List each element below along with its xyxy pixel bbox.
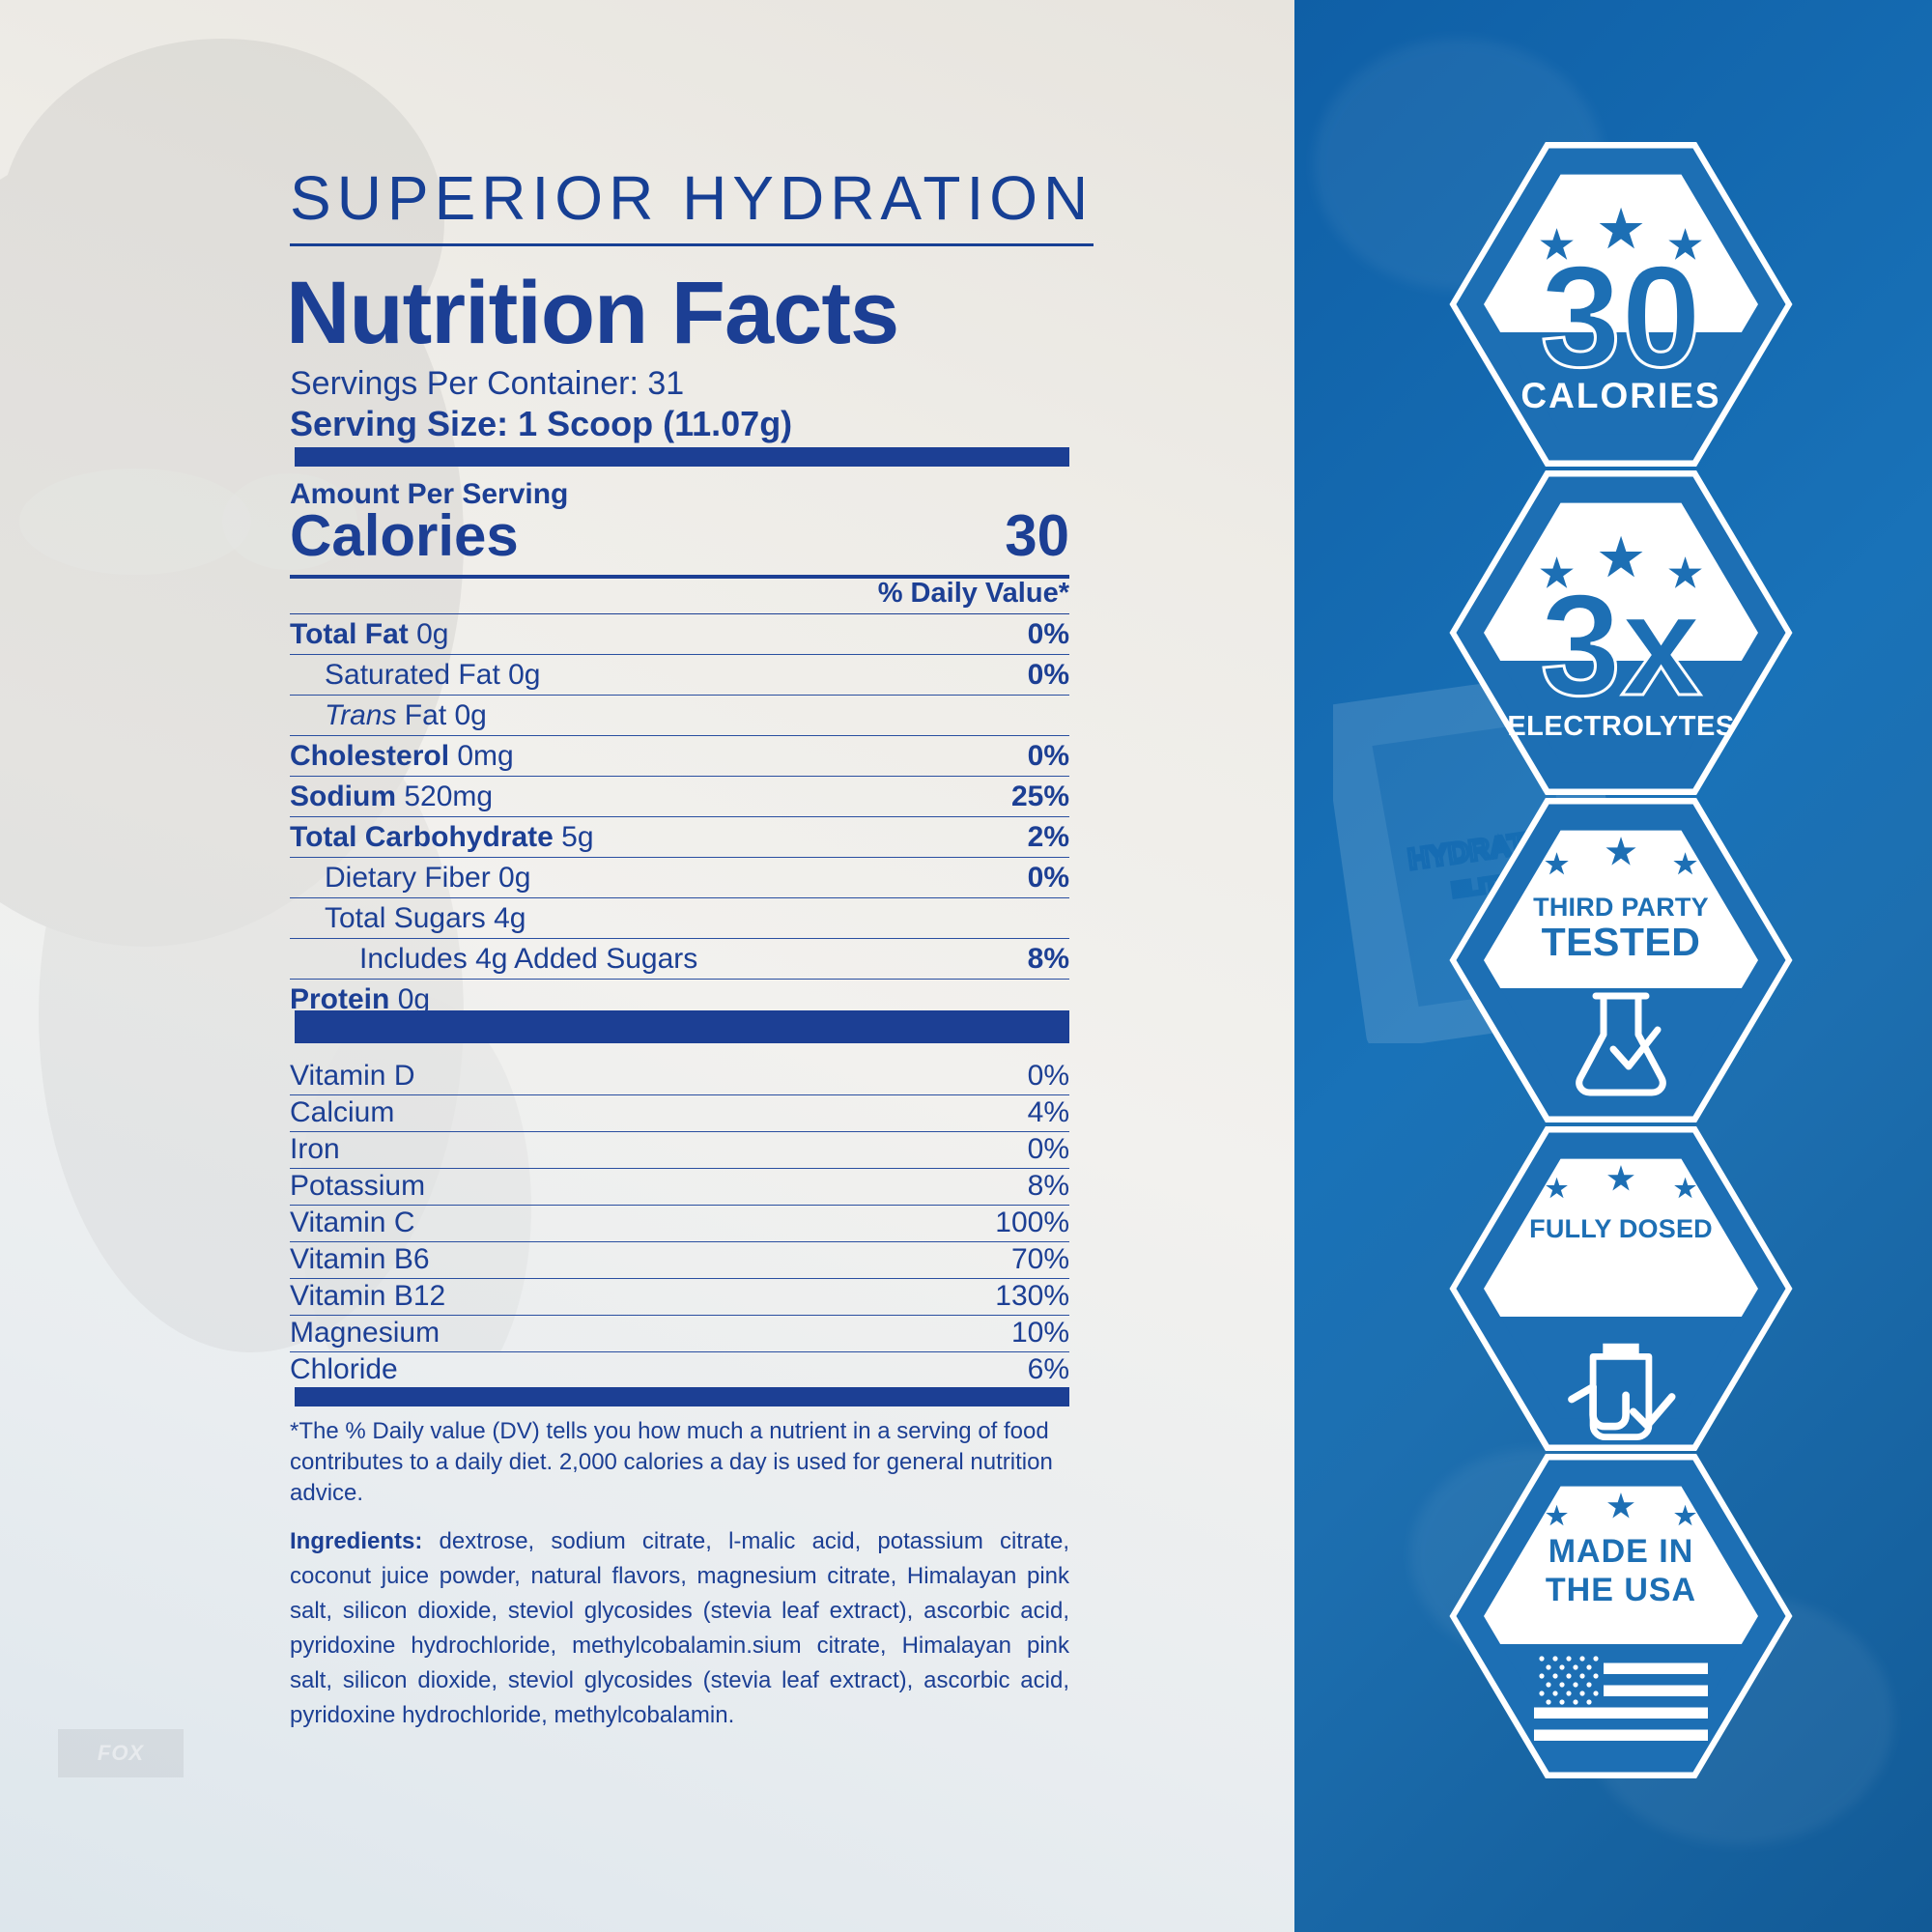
svg-text:★: ★ xyxy=(1673,849,1697,879)
svg-text:★: ★ xyxy=(1546,1501,1569,1530)
svg-text:THIRD PARTY: THIRD PARTY xyxy=(1533,893,1709,922)
svg-text:FULLY DOSED: FULLY DOSED xyxy=(1529,1214,1713,1243)
svg-text:TESTED: TESTED xyxy=(1542,920,1701,964)
svg-text:★: ★ xyxy=(1607,1161,1635,1196)
svg-text:★: ★ xyxy=(1545,849,1569,879)
svg-text:3x: 3x xyxy=(1541,563,1702,725)
svg-text:CALORIES: CALORIES xyxy=(1520,376,1720,415)
svg-text:MADE IN: MADE IN xyxy=(1548,1533,1694,1570)
svg-text:★: ★ xyxy=(1674,1501,1697,1530)
svg-text:THE USA: THE USA xyxy=(1546,1572,1696,1608)
svg-text:★: ★ xyxy=(1546,1174,1569,1203)
svg-text:★: ★ xyxy=(1605,832,1636,871)
svg-text:★: ★ xyxy=(1674,1174,1697,1203)
svg-text:ELECTROLYTES: ELECTROLYTES xyxy=(1507,711,1734,742)
svg-text:★: ★ xyxy=(1607,1489,1635,1523)
svg-text:30: 30 xyxy=(1541,235,1702,397)
